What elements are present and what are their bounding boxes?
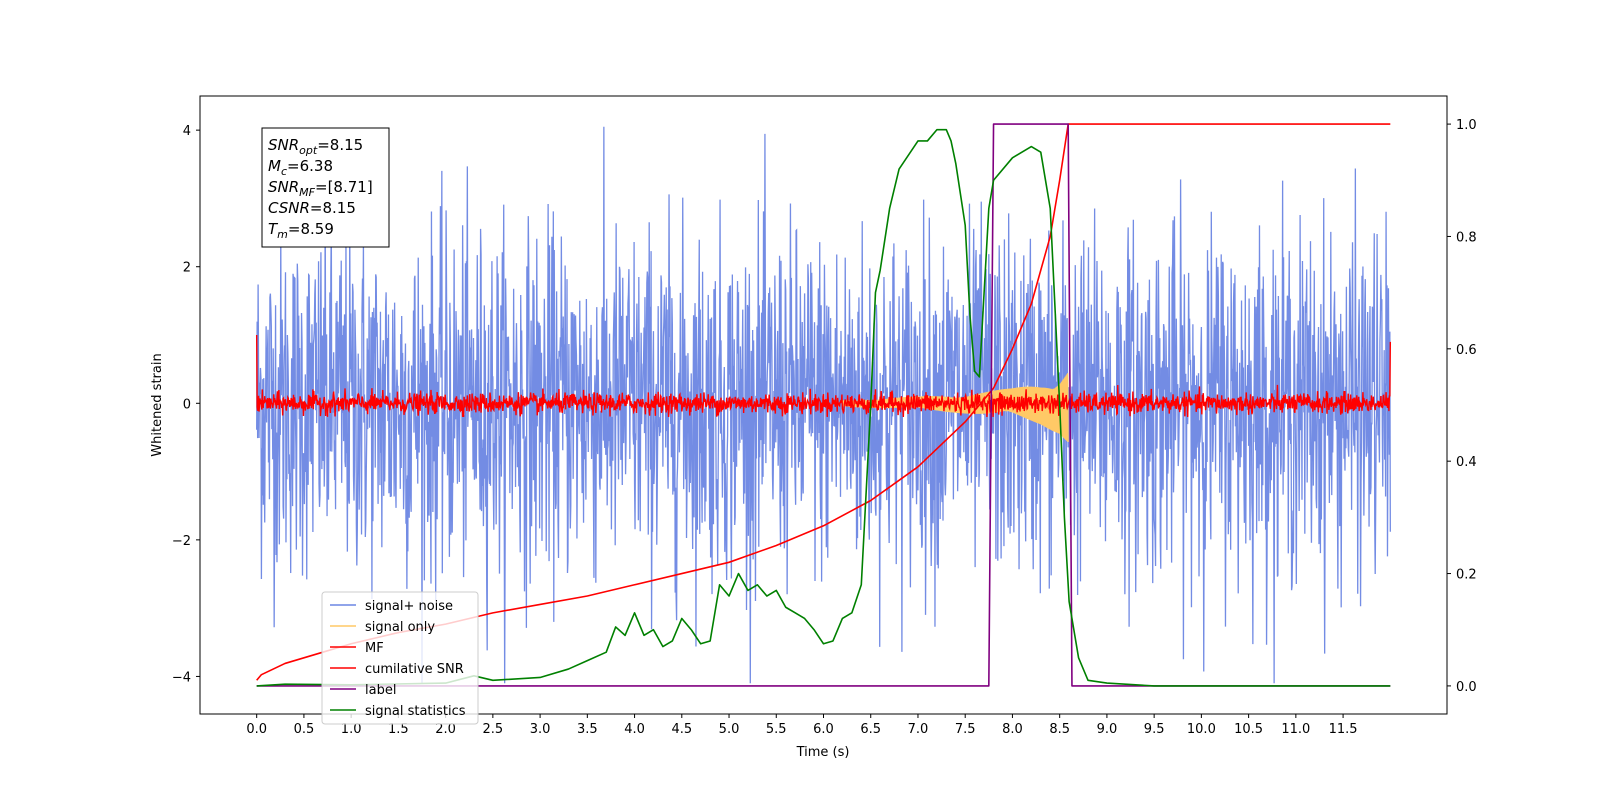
info-line: SNRopt=8.15 [268,136,363,157]
legend-label: signal only [365,620,435,635]
x-tick-label: 2.5 [483,722,504,737]
x-tick-label: 9.0 [1097,722,1118,737]
x-tick-label: 6.5 [860,722,881,737]
x-tick-label: 2.0 [435,722,456,737]
legend-label: cumilative SNR [365,662,464,677]
y2-tick-label: 0.8 [1456,230,1477,245]
y-tick-label: −2 [172,534,191,549]
y-tick-label: 0 [183,397,191,412]
legend-frame [321,591,479,725]
x-tick-label: 5.0 [719,722,740,737]
x-tick-label: 7.0 [908,722,929,737]
info-line: CSNR=8.15 [268,199,356,217]
x-tick-label: 3.5 [577,722,598,737]
x-tick-label: 7.5 [955,722,976,737]
x-axis-label: Time (s) [796,745,850,760]
y-axis-right: 1.0 0.8 0.6 0.4 0.2 0.0 [1447,118,1477,695]
y2-tick-label: 0.4 [1456,455,1477,470]
x-tick-label: 10.0 [1187,722,1216,737]
series-signal-statistics [256,128,1391,687]
y2-tick-label: 1.0 [1456,118,1477,133]
x-tick-label: 0.5 [294,722,315,737]
x-tick-label: 0.0 [246,722,267,737]
info-line: Mc=6.38 [268,157,333,178]
series-signal-noise [256,126,1391,684]
y-tick-label: −4 [172,670,191,685]
y-axis-left: 4 2 0 −2 −4 [172,124,200,685]
y-tick-label: 4 [183,124,191,139]
x-axis: 0.0 0.5 1.0 1.5 2.0 2.5 3.0 3.5 4.0 4.5 5.0 5.5 6.0 6… [246,714,1358,737]
y2-tick-label: 0.6 [1456,343,1477,358]
y2-tick-label: 0.2 [1456,568,1477,583]
info-line: Tm=8.59 [268,220,334,241]
legend-label: signal+ noise [365,599,453,614]
x-tick-label: 5.5 [766,722,787,737]
x-tick-label: 3.0 [530,722,551,737]
x-tick-label: 4.5 [671,722,692,737]
info-box-frame [261,127,390,248]
x-tick-label: 9.5 [1144,722,1165,737]
legend-label: signal statistics [365,704,466,719]
x-tick-label: 8.0 [1002,722,1023,737]
legend-label: MF [365,641,384,656]
x-tick-label: 11.0 [1281,722,1310,737]
legend: signal+ noise signal only MF cumilative SNR… [321,591,479,725]
legend-label: label [365,683,396,698]
info-line: SNRMF=[8.71] [268,178,373,199]
x-tick-label: 10.5 [1234,722,1263,737]
series-label [256,123,1391,687]
y-axis-label: Whitened strain [150,353,165,456]
x-tick-label: 1.5 [388,722,409,737]
y-tick-label: 2 [183,261,191,276]
y2-tick-label: 0.0 [1456,680,1477,695]
x-tick-label: 4.0 [624,722,645,737]
x-tick-label: 1.0 [341,722,362,737]
x-tick-label: 8.5 [1049,722,1070,737]
x-tick-label: 6.0 [813,722,834,737]
x-tick-label: 11.5 [1329,722,1358,737]
series-mf [255,335,1392,418]
